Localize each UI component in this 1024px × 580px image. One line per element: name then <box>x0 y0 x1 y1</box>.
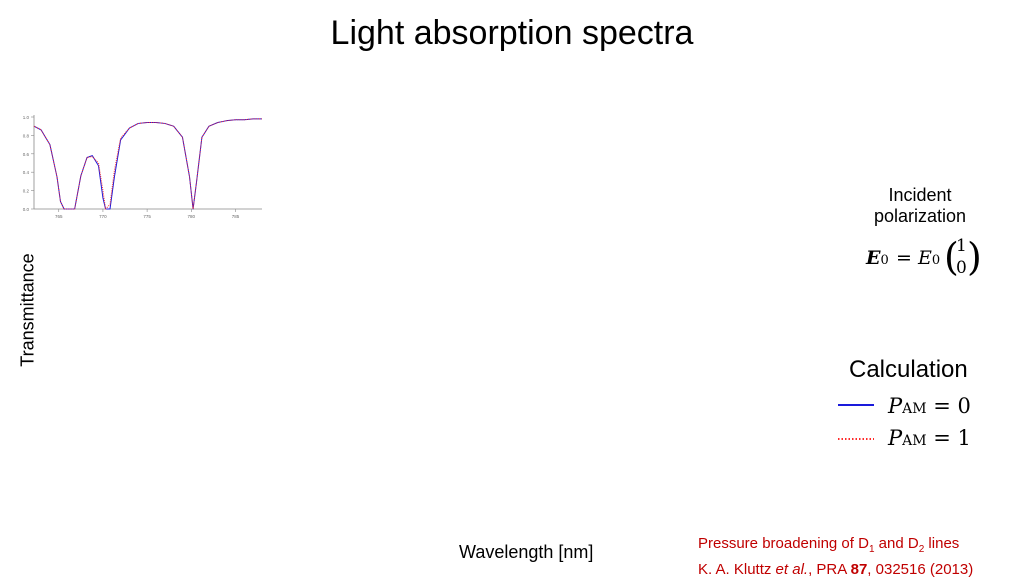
y-tick-label: 1.0 <box>23 115 30 120</box>
vector-right-paren: ) <box>967 235 982 279</box>
legend-swatch-dotted <box>838 438 874 440</box>
vector-left-paren: ( <box>944 235 959 279</box>
x-tick-label: 770 <box>99 214 107 219</box>
series-line-1 <box>33 118 262 210</box>
transmittance-plot: 0.0 0.2 0.4 0.6 0.8 1.0 765 770 775 780 785 <box>23 115 262 219</box>
incident-polarization-label: Incident polarization <box>850 185 990 227</box>
y-tick-label: 0.2 <box>23 189 30 194</box>
formula-lhs: E0 <box>866 247 889 269</box>
y-tick-label: 0.6 <box>23 152 30 157</box>
y-tick-label: 0.4 <box>23 170 30 175</box>
y-tick-label: 0.8 <box>23 133 30 138</box>
legend-title: Calculation <box>849 356 968 383</box>
y-tick-label: 0.0 <box>23 207 30 212</box>
reference-citation: Pressure broadening of D1 and D2 lines K… <box>698 534 973 580</box>
plot-series <box>33 118 262 210</box>
legend-label-pam0: PAM = 0 <box>888 394 971 418</box>
x-tick-label: 775 <box>143 214 151 219</box>
vector-top: 1 <box>956 236 967 256</box>
legend-label-pam1: PAM = 1 <box>888 426 971 450</box>
formula-equals: = <box>896 247 912 269</box>
x-tick-label: 785 <box>232 214 240 219</box>
legend-item-pam1: PAM = 1 <box>838 426 988 454</box>
vector-bottom: 0 <box>956 258 967 278</box>
plot-ticks: 0.0 0.2 0.4 0.6 0.8 1.0 765 770 775 780 785 <box>23 115 240 219</box>
reference-line1: Pressure broadening of D1 and D2 lines <box>698 535 960 555</box>
formula-rhs: E0 <box>918 247 941 269</box>
slide-title: Light absorption spectra <box>330 14 694 52</box>
reference-line2: K. A. Kluttz et al., PRA 87, 032516 (201… <box>698 561 974 578</box>
polarization-formula: E0 = E0 ( 1 0 ) <box>866 236 986 280</box>
series-line-0 <box>33 118 262 210</box>
incident-line1: Incident <box>888 185 952 205</box>
y-axis-label: Transmittance <box>17 253 38 367</box>
x-axis-label: Wavelength [nm] <box>459 542 594 562</box>
legend-swatch-solid <box>838 404 874 406</box>
x-tick-label: 780 <box>188 214 196 219</box>
incident-line2: polarization <box>873 206 967 226</box>
legend-item-pam0: PAM = 0 <box>838 394 988 422</box>
x-tick-label: 765 <box>55 214 63 219</box>
plot-axes <box>33 115 262 210</box>
